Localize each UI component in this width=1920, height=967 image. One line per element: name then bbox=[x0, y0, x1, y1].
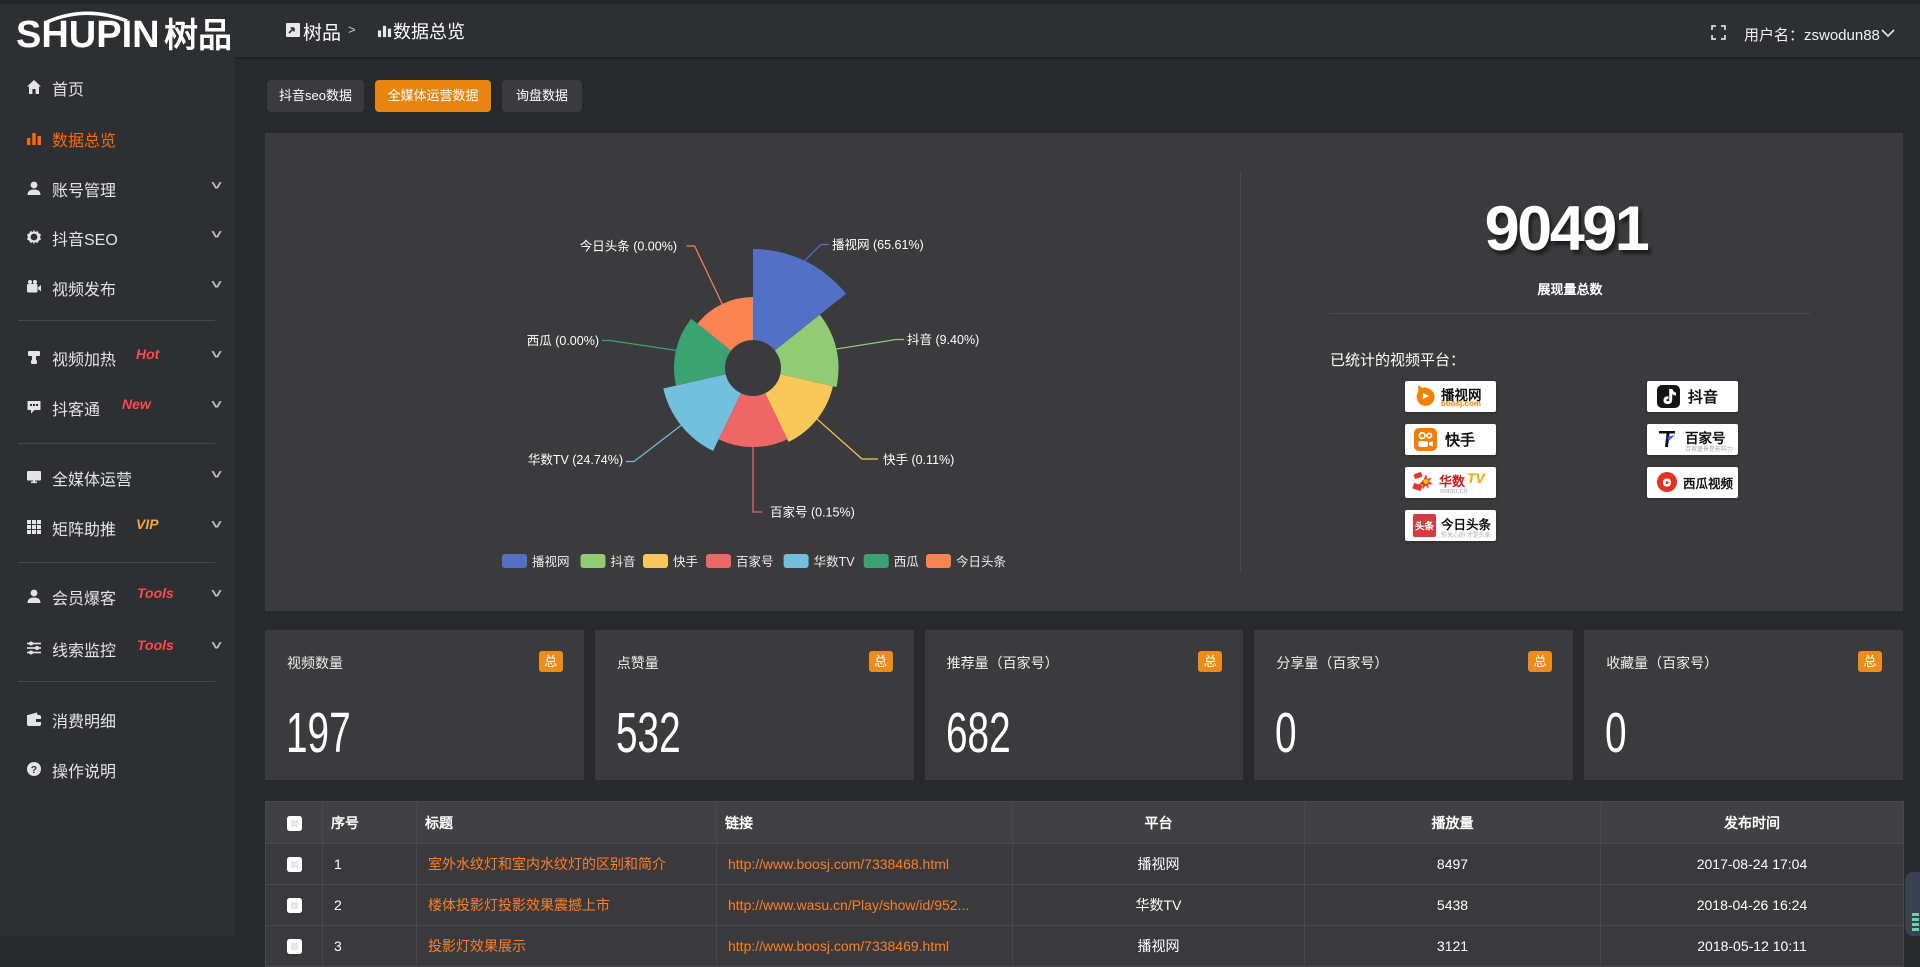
svg-text:百家号: 百家号 bbox=[736, 554, 774, 569]
svg-text:百家号 (0.15%): 百家号 (0.15%) bbox=[770, 505, 855, 520]
svg-text:今日头条 (0.00%): 今日头条 (0.00%) bbox=[580, 239, 677, 254]
svg-text:西瓜 (0.00%): 西瓜 (0.00%) bbox=[527, 334, 599, 348]
svg-text:今日头条: 今日头条 bbox=[956, 554, 1007, 569]
svg-text:抖音: 抖音 bbox=[611, 554, 636, 569]
svg-text:华数TV (24.74%): 华数TV (24.74%) bbox=[528, 452, 623, 467]
svg-text:?: ? bbox=[31, 764, 37, 776]
svg-text:抖音 (9.40%): 抖音 (9.40%) bbox=[907, 332, 979, 347]
svg-text:西瓜: 西瓜 bbox=[894, 555, 920, 569]
svg-text:快手 (0.11%): 快手 (0.11%) bbox=[883, 453, 954, 467]
svg-text:树品: 树品 bbox=[164, 17, 232, 55]
svg-text:SHUPIN: SHUPIN bbox=[16, 14, 160, 56]
svg-text:华数TV: 华数TV bbox=[814, 554, 856, 569]
svg-text:头条: 头条 bbox=[1415, 521, 1435, 533]
svg-text:播视网: 播视网 bbox=[532, 554, 570, 569]
svg-text:快手: 快手 bbox=[673, 555, 698, 569]
svg-text:播视网 (65.61%): 播视网 (65.61%) bbox=[832, 237, 924, 252]
